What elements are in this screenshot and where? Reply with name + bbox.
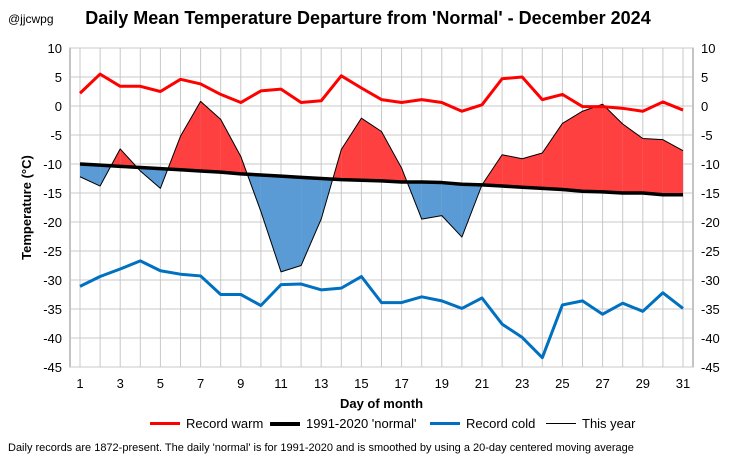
x-tick-label: 27 (595, 376, 609, 391)
x-tick-label: 7 (197, 376, 204, 391)
x-tick-label: 11 (274, 376, 288, 391)
series-line-record-warm (78, 72, 684, 113)
x-tick-label: 23 (515, 376, 529, 391)
footnote: Daily records are 1872-present. The dail… (8, 442, 634, 454)
above-normal-fill (522, 152, 543, 189)
y-tick-label-right: 0 (701, 99, 708, 114)
legend-label-this-year: This year (582, 416, 636, 431)
y-tick-label-left: 10 (48, 41, 62, 56)
legend-swatch-record-warm (150, 422, 180, 425)
y-tick-label-right: -20 (701, 215, 720, 230)
y-tick-label-left: -15 (43, 186, 62, 201)
above-normal-fill (200, 101, 221, 173)
above-normal-fill (361, 118, 382, 181)
y-tick-label-left: -5 (50, 128, 62, 143)
series-line-this-year (79, 100, 684, 273)
y-tick-label-left: -35 (43, 302, 62, 317)
y-tick-label-right: -10 (701, 157, 720, 172)
above-normal-fill (180, 101, 201, 171)
chart-legend: Record warm 1991-2020 'normal' Record co… (0, 416, 736, 434)
y-tick-label-left: -20 (43, 215, 62, 230)
below-normal-fill (80, 164, 101, 187)
x-tick-label: 3 (117, 376, 124, 391)
y-axis-title: Temperature (°C) (19, 155, 34, 260)
below-normal-fill (421, 181, 442, 220)
y-tick-label-right: -5 (701, 128, 713, 143)
legend-item-record-cold: Record cold (430, 416, 535, 431)
y-tick-label-right: -45 (701, 360, 720, 375)
x-tick-label: 9 (237, 376, 244, 391)
chart-title: Daily Mean Temperature Departure from 'N… (85, 8, 651, 28)
x-tick-label: 1 (76, 376, 83, 391)
y-tick-label-left: -40 (43, 331, 62, 346)
x-tick-label: 17 (394, 376, 408, 391)
legend-item-normal: 1991-2020 'normal' (270, 416, 416, 431)
above-normal-fill (542, 123, 563, 190)
above-normal-fill (562, 111, 583, 192)
y-tick-label-right: -30 (701, 273, 720, 288)
y-tick-label-left: -30 (43, 273, 62, 288)
above-normal-fill (502, 154, 523, 188)
above-normal-fill (582, 104, 603, 192)
legend-item-record-warm: Record warm (150, 416, 263, 431)
x-tick-label: 31 (676, 376, 690, 391)
below-normal-fill (441, 182, 462, 238)
above-normal-fill (220, 119, 241, 174)
y-tick-label-right: 5 (701, 70, 708, 85)
below-normal-fill (281, 176, 302, 272)
series-line-normal (79, 162, 683, 197)
x-tick-label: 5 (157, 376, 164, 391)
y-tick-label-right: -40 (701, 331, 720, 346)
y-tick-label-right: -15 (701, 186, 720, 201)
legend-swatch-record-cold (430, 422, 460, 425)
author-handle: @jjcwpg (8, 12, 54, 26)
legend-label-record-cold: Record cold (466, 416, 536, 431)
below-normal-fill (301, 177, 322, 266)
y-tick-label-left: 0 (55, 99, 62, 114)
above-normal-fill (642, 138, 663, 195)
below-normal-fill (260, 175, 281, 272)
x-tick-label: 29 (636, 376, 650, 391)
x-tick-label: 15 (354, 376, 368, 391)
legend-label-normal: 1991-2020 'normal' (306, 416, 417, 431)
above-normal-fill (662, 139, 683, 195)
x-tick-label: 25 (555, 376, 569, 391)
y-tick-label-left: 5 (55, 70, 62, 85)
above-normal-fill (341, 118, 362, 181)
legend-item-this-year: This year (546, 416, 635, 431)
y-tick-label-right: -35 (701, 302, 720, 317)
x-tick-label: 13 (314, 376, 328, 391)
x-tick-label: 19 (435, 376, 449, 391)
y-tick-label-left: -10 (43, 157, 62, 172)
legend-swatch-this-year (546, 423, 576, 424)
y-tick-label-left: -25 (43, 244, 62, 259)
above-normal-fill (622, 123, 643, 193)
y-tick-label-right: -25 (701, 244, 720, 259)
y-tick-label-left: -45 (43, 360, 62, 375)
legend-swatch-normal (270, 421, 300, 426)
y-tick-label-right: 10 (701, 41, 715, 56)
series-line-record-cold (79, 259, 684, 360)
above-normal-fill (381, 131, 402, 182)
legend-label-record-warm: Record warm (186, 416, 264, 431)
below-normal-fill (140, 167, 161, 189)
x-tick-label: 21 (475, 376, 489, 391)
x-axis-title: Day of month (340, 396, 423, 411)
above-normal-fill (602, 104, 623, 193)
